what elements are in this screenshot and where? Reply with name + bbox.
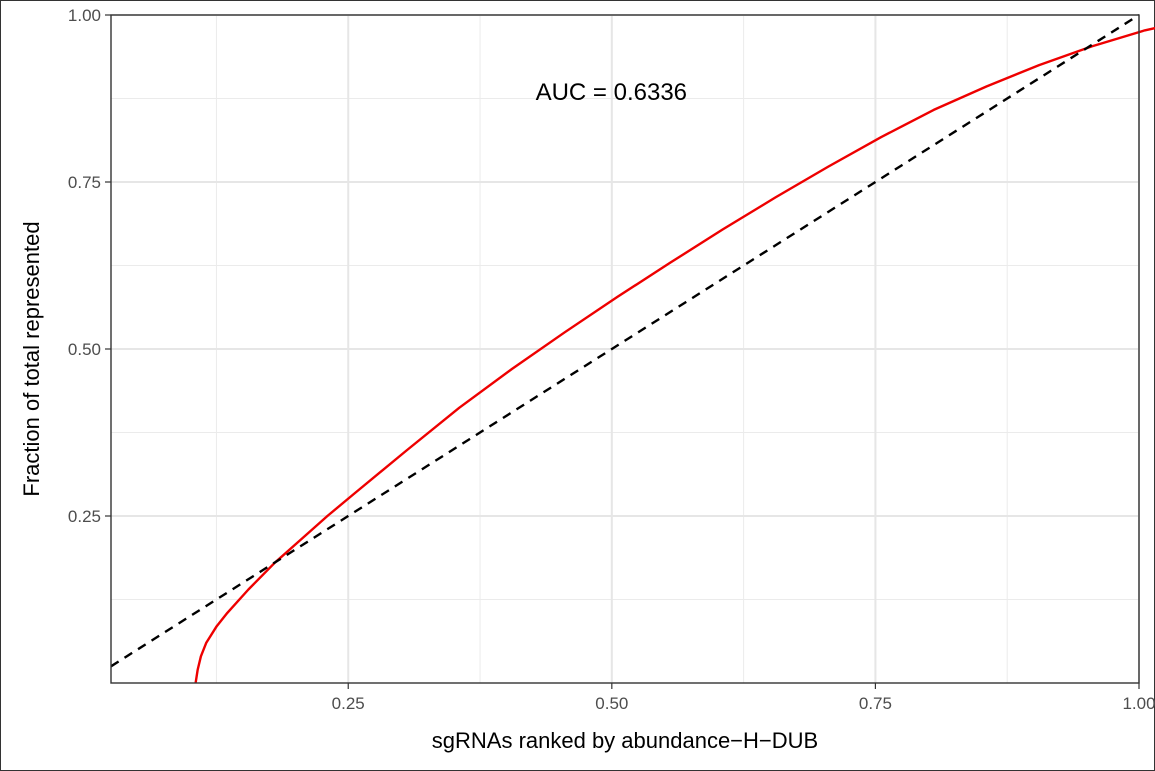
x-tick-label: 0.25: [332, 694, 365, 713]
grid: [111, 14, 1140, 683]
series-layer: [110, 13, 1155, 684]
y-tick-label: 0.75: [68, 173, 101, 192]
x-tick-label: 0.75: [859, 694, 892, 713]
axis-ticks: 0.25 0.50 0.75 1.00 0.25 0.50 0.75 1.00: [68, 6, 1155, 713]
auc-annotation: AUC = 0.6336: [536, 79, 687, 106]
y-tick-label: 0.25: [68, 507, 101, 526]
cumulative-curve: [194, 26, 1155, 684]
y-axis-title: Fraction of total represented: [19, 221, 44, 496]
y-tick-label: 1.00: [68, 6, 101, 25]
diagonal-reference-line: [110, 13, 1140, 668]
y-tick-label: 0.50: [68, 340, 101, 359]
x-axis-title: sgRNAs ranked by abundance−H−DUB: [432, 728, 818, 753]
x-tick-label: 0.50: [595, 694, 628, 713]
x-tick-label: 1.00: [1122, 694, 1155, 713]
